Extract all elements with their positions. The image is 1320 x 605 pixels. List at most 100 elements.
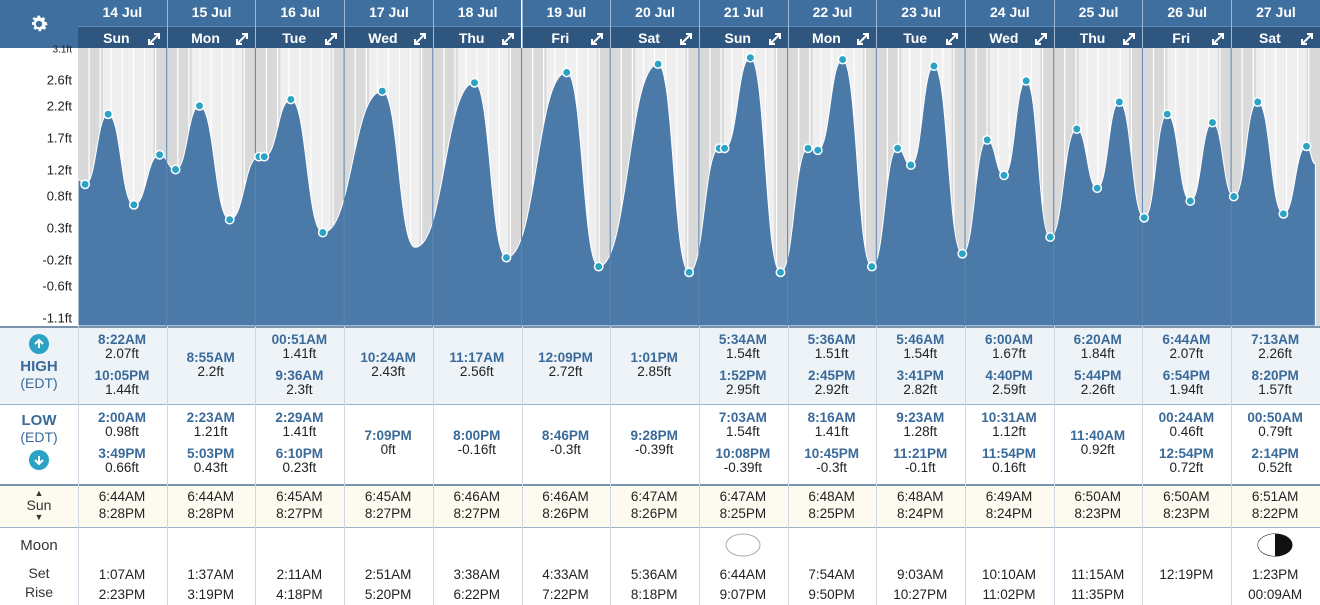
high-time: 2:45PM [807, 368, 856, 383]
low-tide-row: LOW (EDT) 2:00AM 0.98ft 3:49PM 0.66ft 2:23AM 1.… [0, 404, 1320, 484]
settings-button[interactable] [0, 0, 78, 48]
moon-cell: 1:23PM 00:09AM [1231, 533, 1319, 605]
y-tick-label: 1.2ft [46, 162, 72, 178]
expand-icon [856, 30, 870, 52]
day-expand-button[interactable]: Fri [1143, 26, 1232, 52]
tide-point [128, 199, 139, 210]
sun-cell: 6:46AM 8:27PM [433, 488, 521, 522]
moonset-time: 9:03AM [897, 567, 944, 582]
high-cell: 8:55AM 2.2ft [167, 350, 255, 379]
low-cell: 00:50AM 0.79ft 2:14PM 0.52ft [1231, 410, 1319, 475]
high-entry: 6:44AM 2.07ft [1142, 332, 1230, 361]
expand-icon [1211, 30, 1225, 52]
day-expand-button[interactable]: Mon [167, 26, 256, 49]
column-divider [432, 527, 434, 605]
low-time: 11:54PM [981, 446, 1037, 461]
tide-point [929, 61, 939, 71]
expand-icon [1300, 30, 1314, 52]
high-time: 5:36AM [807, 332, 856, 347]
low-entry: 8:16AM 1.41ft [788, 410, 876, 439]
moon-cell: 11:15AM 11:35PM [1054, 533, 1142, 605]
day-date: 27 Jul [1256, 4, 1296, 20]
high-entry: 2:45PM 2.92ft [788, 368, 876, 397]
column-divider [432, 404, 434, 484]
tide-point [224, 214, 235, 225]
moon-phase-placeholder [876, 533, 964, 557]
moonset-time: 5:36AM [630, 567, 678, 582]
tide-point [1278, 208, 1289, 219]
moonrise-time: 11:35PM [1071, 587, 1125, 602]
moonrise-time: 5:20PM [364, 587, 412, 602]
high-entry: 7:13AM 2.26ft [1231, 332, 1319, 361]
low-height: 1.21ft [193, 424, 228, 439]
column-divider [1053, 404, 1055, 484]
day-expand-button[interactable]: Thu [1054, 26, 1143, 49]
tide-point [194, 100, 205, 111]
sunset-time: 8:23PM [1163, 506, 1210, 521]
tide-point [1021, 75, 1032, 86]
high-entry: 6:54PM 1.94ft [1142, 368, 1230, 397]
low-height: 0.43ft [193, 460, 228, 475]
high-height: 2.43ft [371, 364, 405, 379]
expand-icon [945, 30, 959, 52]
low-time: 8:16AM [807, 410, 856, 425]
column-divider [1142, 326, 1144, 404]
sunset-time: 8:24PM [897, 506, 944, 521]
day-expand-button[interactable]: Wed [966, 26, 1054, 49]
moonrise-time: 8:18PM [630, 587, 678, 602]
y-tick-label: 3.1ft [52, 44, 72, 56]
sunset-arrow-icon: ▼ [34, 512, 44, 522]
tide-point [1071, 124, 1082, 134]
sunset-time: 8:25PM [719, 506, 767, 521]
high-entry: 11:17AM 2.56ft [433, 350, 521, 379]
low-entry: 9:28PM -0.39ft [610, 428, 698, 457]
high-cell: 6:44AM 2.07ft 6:54PM 1.94ft [1142, 332, 1230, 397]
day-expand-button[interactable]: Sun [699, 26, 788, 49]
day-date: 21 Jul [723, 4, 764, 20]
high-height: 2.82ft [903, 382, 938, 397]
day-expand-button[interactable]: Sun [78, 26, 167, 49]
high-time: 10:24AM [360, 350, 416, 365]
day-expand-button[interactable]: Thu [433, 26, 522, 49]
high-cell: 6:00AM 1.67ft 4:40PM 2.59ft [965, 332, 1053, 397]
high-cell: 5:46AM 1.54ft 3:41PM 2.82ft [876, 332, 964, 397]
high-height: 1.41ft [282, 346, 317, 361]
sunrise-time: 6:45AM [364, 489, 412, 504]
day-expand-button[interactable]: Mon [788, 26, 877, 52]
day-expand-button[interactable]: Sat [611, 26, 699, 49]
moon-cell: 2:51AM 5:20PM [344, 533, 432, 605]
high-time: 8:20PM [1251, 368, 1299, 383]
moonset-time: 3:38AM [453, 567, 501, 582]
high-height: 2.95ft [726, 382, 760, 397]
day-header-3: 17 Jul Wed [344, 0, 433, 49]
day-expand-button[interactable]: Wed [345, 26, 433, 49]
low-time: 8:00PM [453, 428, 501, 443]
day-expand-button[interactable]: Tue [256, 26, 345, 49]
low-time: 6:10PM [275, 446, 324, 461]
low-time: 3:49PM [98, 446, 146, 461]
high-height: 2.59ft [992, 382, 1026, 397]
low-height: 0.79ft [1258, 424, 1292, 439]
day-header-7: 21 Jul Sun [698, 0, 788, 49]
day-name: Thu [1079, 30, 1106, 46]
column-divider [965, 404, 966, 484]
day-expand-button[interactable]: Sat [1232, 26, 1320, 49]
high-height: 1.94ft [1169, 382, 1204, 397]
high-entry: 1:01PM 2.85ft [610, 350, 698, 379]
low-cell: 8:00PM -0.16ft [433, 428, 521, 457]
day-expand-button[interactable]: Tue [877, 26, 965, 49]
low-entry: 7:03AM 1.54ft [699, 410, 787, 439]
low-cell: 7:09PM 0ft [344, 428, 432, 457]
sunrise-time: 6:51AM [1251, 489, 1299, 504]
high-entry: 5:34AM 1.54ft [699, 332, 787, 361]
moon-cell: 10:10AM 11:02PM [965, 533, 1053, 605]
moonset-time: 11:15AM [1071, 567, 1125, 582]
first-quarter-moon-icon [1231, 533, 1319, 557]
low-entry: 2:14PM 0.52ft [1231, 446, 1319, 475]
day-header-11: 25 Jul Thu [1053, 0, 1143, 49]
low-height: -0.3ft [816, 460, 847, 475]
sun-cell: 6:50AM 8:23PM [1142, 488, 1230, 522]
tide-area [78, 57, 1316, 326]
day-expand-button[interactable]: Fri [522, 26, 611, 49]
tide-point [745, 52, 756, 63]
